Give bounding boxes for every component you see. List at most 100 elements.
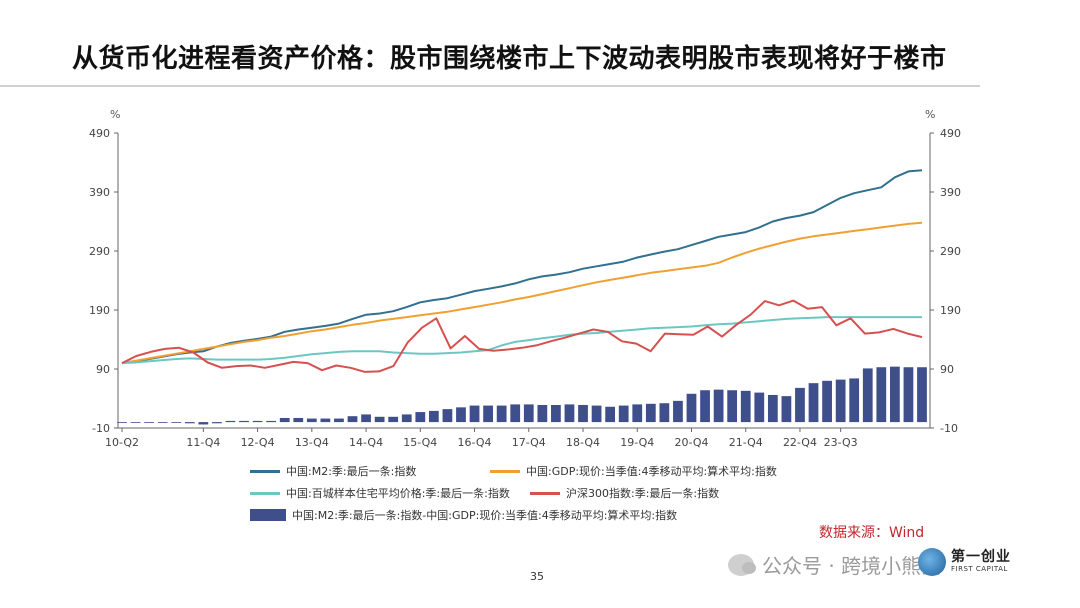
bar-m2-minus-gdp	[117, 422, 127, 423]
data-source: 数据来源：Wind	[819, 525, 925, 541]
bar-m2-minus-gdp	[415, 412, 426, 423]
bar-m2-minus-gdp	[334, 418, 344, 423]
series-line-m2	[121, 169, 923, 365]
bar-m2-minus-gdp	[849, 378, 860, 423]
legend-swatch-diff	[250, 509, 286, 521]
axes-layer: -10 -10 90 90 190 190 290 290 390 390 490 490 10-Q2 1…	[89, 127, 961, 449]
bar-m2-minus-gdp	[184, 422, 195, 424]
bar-m2-minus-gdp	[171, 422, 182, 423]
y-tick-label-right: -10	[940, 422, 958, 435]
y-tick-label-right: 90	[940, 363, 954, 376]
bar-m2-minus-gdp	[483, 405, 493, 423]
legend-item-gdp: 中国:GDP:现价:当季值:4季移动平均:算术平均:指数	[490, 463, 777, 479]
bar-m2-minus-gdp	[198, 422, 209, 425]
bar-m2-minus-gdp	[239, 420, 249, 423]
legend-swatch-house	[250, 491, 280, 495]
bar-m2-minus-gdp	[632, 404, 643, 423]
legend-item-m2: 中国:M2:季:最后一条:指数	[250, 463, 490, 479]
legend-label-house: 中国:百城样本住宅平均价格:季:最后一条:指数	[286, 487, 510, 500]
y-axis-left-unit: %	[110, 108, 120, 121]
series-line-hs300	[121, 299, 923, 373]
y-tick-label-left: 190	[89, 304, 110, 317]
legend-item-diff: 中国:M2:季:最后一条:指数-中国:GDP:现价:当季值:4季移动平均:算术平…	[250, 507, 677, 523]
bar-m2-minus-gdp	[266, 420, 277, 423]
bar-m2-minus-gdp	[401, 414, 412, 423]
page-number: 35	[530, 570, 544, 583]
legend-item-hs300: 沪深300指数:季:最后一条:指数	[530, 485, 719, 501]
bar-m2-minus-gdp	[564, 404, 575, 423]
x-tick-label: 10-Q2	[105, 436, 139, 449]
legend-item-house: 中国:百城样本住宅平均价格:季:最后一条:指数	[250, 485, 530, 501]
bar-m2-minus-gdp	[862, 368, 873, 423]
y-tick-label-left: 490	[89, 127, 110, 140]
wechat-icon	[728, 553, 756, 576]
bar-m2-minus-gdp	[361, 414, 371, 423]
legend-label-gdp: 中国:GDP:现价:当季值:4季移动平均:算术平均:指数	[526, 465, 777, 478]
x-tick-label: 20-Q4	[674, 436, 708, 449]
legend-swatch-m2	[250, 469, 280, 473]
x-tick-label: 21-Q4	[729, 436, 763, 449]
bar-m2-minus-gdp	[808, 383, 819, 423]
bar-m2-minus-gdp	[917, 367, 927, 423]
x-tick-label: 16-Q4	[458, 436, 492, 449]
series-line-gdp	[121, 221, 923, 365]
y-tick-label-right: 290	[940, 245, 961, 258]
lines-layer	[121, 169, 923, 373]
brand-logo: 第一创业 FIRST CAPITAL	[918, 548, 1011, 576]
x-tick-label: 23-Q3	[824, 436, 858, 449]
y-tick-label-left: 90	[96, 363, 110, 376]
legend: 中国:M2:季:最后一条:指数 中国:GDP:现价:当季值:4季移动平均:算术平…	[250, 460, 777, 526]
bar-m2-minus-gdp	[388, 416, 399, 423]
bar-m2-minus-gdp	[279, 417, 290, 423]
bar-m2-minus-gdp	[835, 379, 846, 423]
legend-swatch-gdp	[490, 469, 520, 473]
bars-layer	[117, 366, 927, 425]
brand-name-en: FIRST CAPITAL	[951, 564, 1008, 573]
bar-m2-minus-gdp	[659, 403, 670, 423]
x-tick-label: 17-Q4	[512, 436, 546, 449]
bar-m2-minus-gdp	[686, 393, 697, 423]
bar-m2-minus-gdp	[645, 403, 656, 423]
bar-m2-minus-gdp	[605, 406, 616, 423]
bar-m2-minus-gdp	[442, 409, 453, 423]
y-tick-label-right: 490	[940, 127, 961, 140]
bar-m2-minus-gdp	[713, 389, 724, 423]
bar-m2-minus-gdp	[822, 380, 832, 423]
bar-m2-minus-gdp	[157, 422, 168, 423]
bar-m2-minus-gdp	[130, 422, 141, 423]
bar-m2-minus-gdp	[523, 404, 534, 423]
bar-m2-minus-gdp	[537, 404, 548, 423]
bar-m2-minus-gdp	[320, 418, 331, 423]
bar-m2-minus-gdp	[456, 407, 466, 423]
bar-m2-minus-gdp	[347, 416, 358, 423]
title-divider	[0, 85, 980, 87]
y-axis-right-unit: %	[925, 108, 935, 121]
legend-label-hs300: 沪深300指数:季:最后一条:指数	[566, 487, 720, 500]
bar-m2-minus-gdp	[673, 400, 683, 423]
bar-m2-minus-gdp	[591, 405, 602, 423]
bar-m2-minus-gdp	[876, 367, 887, 423]
bar-m2-minus-gdp	[306, 418, 317, 423]
bar-m2-minus-gdp	[510, 404, 521, 423]
x-tick-label: 13-Q4	[295, 436, 329, 449]
bar-m2-minus-gdp	[293, 417, 304, 423]
bar-m2-minus-gdp	[551, 404, 561, 423]
watermark: 公众号 · 跨境小熊猫	[728, 550, 941, 579]
brand-name-cn: 第一创业	[951, 549, 1011, 566]
series-line-house	[121, 316, 922, 365]
bar-m2-minus-gdp	[795, 387, 805, 423]
bar-m2-minus-gdp	[469, 405, 480, 423]
x-tick-label: 11-Q4	[186, 436, 220, 449]
x-tick-label: 14-Q4	[349, 436, 383, 449]
bar-m2-minus-gdp	[700, 390, 710, 423]
watermark-text: 公众号 · 跨境小熊猫	[762, 554, 942, 578]
legend-label-m2: 中国:M2:季:最后一条:指数	[286, 465, 417, 478]
bar-m2-minus-gdp	[727, 390, 738, 423]
bar-m2-minus-gdp	[903, 367, 914, 423]
x-tick-label: 22-Q4	[783, 436, 817, 449]
bar-m2-minus-gdp	[890, 366, 900, 423]
x-tick-label: 18-Q4	[566, 436, 600, 449]
y-tick-label-right: 190	[940, 304, 961, 317]
y-tick-label-right: 390	[940, 186, 961, 199]
